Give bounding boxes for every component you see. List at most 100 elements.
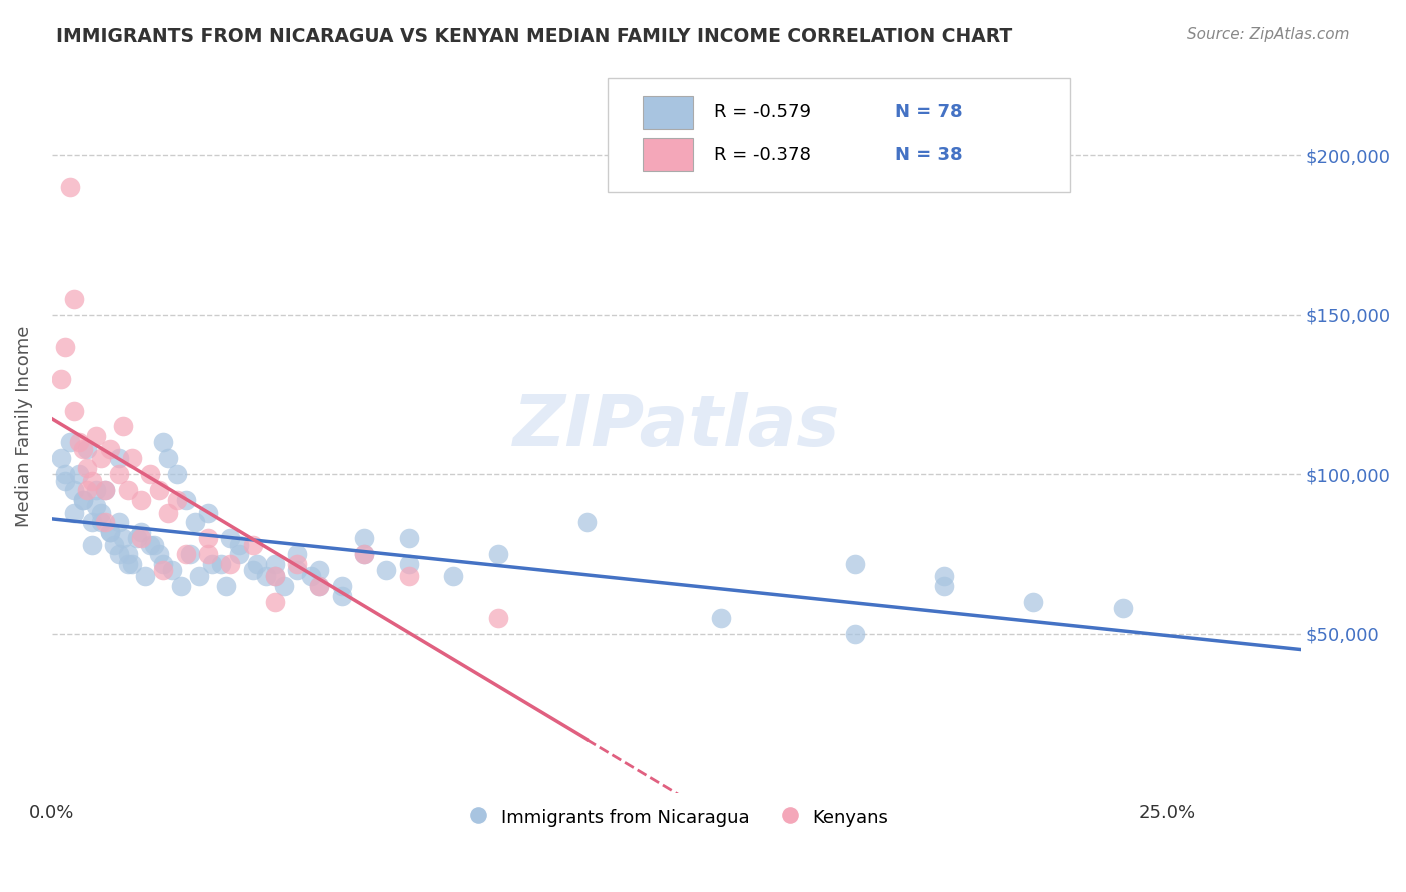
Point <box>58 435 80 450</box>
Point <box>254 569 277 583</box>
Point <box>844 557 866 571</box>
Point <box>932 579 955 593</box>
Point <box>90 451 112 466</box>
Point <box>710 611 733 625</box>
Point <box>117 483 139 498</box>
Point <box>308 563 330 577</box>
Point <box>94 515 117 529</box>
Point <box>76 442 98 456</box>
Point <box>86 483 108 498</box>
Text: Source: ZipAtlas.com: Source: ZipAtlas.com <box>1187 27 1350 42</box>
Point <box>80 474 103 488</box>
Point <box>80 537 103 551</box>
Point <box>152 563 174 577</box>
Point <box>94 483 117 498</box>
Point <box>107 547 129 561</box>
Point <box>86 429 108 443</box>
Point <box>53 467 76 482</box>
Point <box>263 557 285 571</box>
Point <box>197 506 219 520</box>
Point <box>67 435 90 450</box>
Point <box>246 557 269 571</box>
Point <box>112 531 135 545</box>
Point <box>375 563 398 577</box>
Point <box>121 557 143 571</box>
Point <box>58 180 80 194</box>
Point <box>209 557 232 571</box>
Text: ZIPatlas: ZIPatlas <box>513 392 839 461</box>
Text: R = -0.378: R = -0.378 <box>714 146 811 164</box>
Y-axis label: Median Family Income: Median Family Income <box>15 326 32 527</box>
Point <box>86 500 108 514</box>
FancyBboxPatch shape <box>643 96 693 129</box>
Point <box>117 547 139 561</box>
Point <box>129 492 152 507</box>
Point <box>98 442 121 456</box>
Point <box>263 595 285 609</box>
Point <box>98 524 121 539</box>
Point <box>273 579 295 593</box>
Point <box>98 524 121 539</box>
FancyBboxPatch shape <box>643 138 693 171</box>
Point <box>228 547 250 561</box>
Point <box>76 461 98 475</box>
Point <box>139 537 162 551</box>
Point <box>174 547 197 561</box>
Point <box>170 579 193 593</box>
Point <box>242 537 264 551</box>
Point <box>103 537 125 551</box>
Point <box>156 451 179 466</box>
Point <box>94 483 117 498</box>
Point <box>107 467 129 482</box>
Point <box>76 483 98 498</box>
Point <box>152 557 174 571</box>
Point <box>107 515 129 529</box>
Point <box>129 524 152 539</box>
Point <box>63 403 86 417</box>
Point <box>219 531 242 545</box>
Point <box>49 451 72 466</box>
Point <box>263 569 285 583</box>
Point <box>139 467 162 482</box>
Point <box>398 569 420 583</box>
Point <box>308 579 330 593</box>
Point <box>90 515 112 529</box>
Point <box>353 547 375 561</box>
Point <box>72 492 94 507</box>
Point <box>134 569 156 583</box>
Point <box>53 474 76 488</box>
Point <box>285 563 308 577</box>
Point <box>166 467 188 482</box>
Point <box>285 557 308 571</box>
Point <box>183 515 205 529</box>
Point <box>90 506 112 520</box>
Point <box>160 563 183 577</box>
Point <box>107 451 129 466</box>
Point <box>67 467 90 482</box>
Text: N = 78: N = 78 <box>896 103 963 121</box>
Point <box>219 557 242 571</box>
Point <box>441 569 464 583</box>
Point <box>353 531 375 545</box>
Point <box>179 547 201 561</box>
Point <box>112 419 135 434</box>
Point <box>63 506 86 520</box>
Point <box>129 531 152 545</box>
Point <box>152 435 174 450</box>
Point <box>398 531 420 545</box>
Point <box>215 579 238 593</box>
Point <box>242 563 264 577</box>
Point <box>53 340 76 354</box>
Point <box>228 537 250 551</box>
Point <box>72 442 94 456</box>
Point <box>174 492 197 507</box>
Text: IMMIGRANTS FROM NICARAGUA VS KENYAN MEDIAN FAMILY INCOME CORRELATION CHART: IMMIGRANTS FROM NICARAGUA VS KENYAN MEDI… <box>56 27 1012 45</box>
Point <box>125 531 148 545</box>
Point <box>486 547 509 561</box>
Point <box>72 492 94 507</box>
Point <box>63 483 86 498</box>
Point <box>1022 595 1045 609</box>
Point <box>148 483 170 498</box>
Point <box>121 451 143 466</box>
Point <box>166 492 188 507</box>
